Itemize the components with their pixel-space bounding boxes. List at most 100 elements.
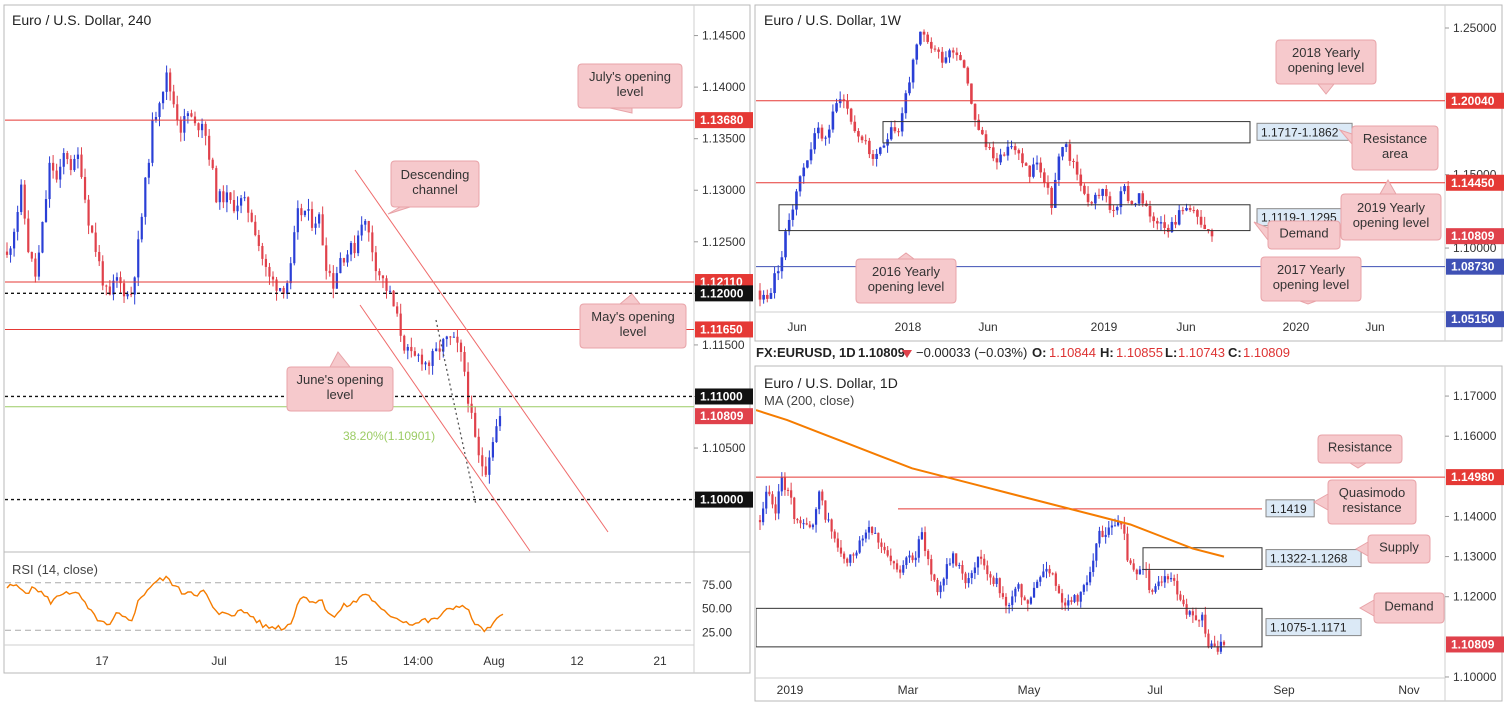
price-label-text: 1.11000 — [700, 389, 743, 403]
h4-chart: 1.14500 1.14000 1.13500 1.13000 1.12500 1.120… — [5, 29, 753, 668]
candle — [353, 242, 356, 254]
y-tick-label: 1.13500 — [702, 132, 746, 146]
candle — [762, 294, 765, 300]
svg-text:opening level: opening level — [1273, 277, 1350, 292]
svg-text:Resistance: Resistance — [1328, 440, 1392, 455]
candle — [12, 231, 16, 249]
price-label-text: 1.14980 — [1451, 470, 1495, 484]
candle — [911, 59, 915, 83]
candle — [1112, 209, 1115, 211]
x-tick-label: 2019 — [1091, 320, 1118, 334]
candle — [1017, 150, 1021, 154]
candle — [914, 557, 917, 561]
svg-text:opening level: opening level — [1288, 60, 1365, 75]
candle — [1129, 560, 1132, 564]
candle — [936, 579, 939, 593]
candle — [933, 574, 936, 580]
candle — [1115, 207, 1119, 211]
price-label-text: 1.08730 — [1451, 260, 1495, 274]
candle — [307, 209, 310, 211]
svg-text:2019 Yearly: 2019 Yearly — [1357, 200, 1425, 215]
candle — [991, 147, 995, 159]
low-value: 1.10743 — [1178, 345, 1225, 360]
svg-text:June's opening: June's opening — [296, 372, 383, 387]
candle — [962, 60, 966, 68]
candle — [758, 520, 762, 523]
candle — [849, 554, 852, 563]
price-label — [695, 388, 753, 405]
callout: Demand — [1358, 592, 1445, 624]
svg-text:level: level — [617, 84, 644, 99]
candle — [1060, 593, 1064, 603]
zone-label — [1265, 499, 1315, 518]
price-label — [695, 491, 753, 508]
candle — [1108, 196, 1112, 210]
candle — [179, 120, 182, 133]
candle — [239, 198, 243, 206]
candle — [261, 245, 264, 259]
x-tick-label: Sep — [1273, 683, 1295, 697]
candle — [806, 160, 809, 168]
candle — [1166, 576, 1170, 580]
candle — [818, 491, 821, 510]
y-tick-label: 1.10000 — [1453, 241, 1497, 255]
candle — [1026, 600, 1029, 604]
candle — [1002, 154, 1006, 156]
candle — [983, 558, 986, 566]
candle — [172, 91, 175, 105]
candle — [899, 569, 902, 573]
zone-label-text: 1.1322-1.1268 — [1270, 552, 1348, 566]
candle — [16, 212, 19, 232]
svg-text:opening level: opening level — [868, 279, 945, 294]
candle — [1023, 597, 1026, 601]
candle — [802, 167, 806, 177]
candle — [769, 293, 773, 299]
candle — [477, 436, 480, 456]
candle — [793, 497, 796, 520]
callout: Supply — [1355, 534, 1431, 564]
candle — [827, 519, 830, 521]
candle — [814, 509, 818, 525]
candle — [765, 491, 768, 509]
candle — [34, 258, 37, 277]
candle — [23, 184, 26, 219]
candle — [1020, 584, 1023, 598]
candle — [827, 129, 831, 138]
candle — [1076, 595, 1079, 602]
candle — [1123, 186, 1126, 192]
candle — [1010, 146, 1013, 148]
candle — [1182, 599, 1185, 605]
candle — [1123, 524, 1126, 534]
candle — [811, 524, 815, 528]
candle — [208, 135, 211, 160]
candle — [989, 574, 992, 578]
candle — [1094, 194, 1097, 204]
candle — [1163, 222, 1166, 228]
candle — [257, 235, 260, 246]
candle — [817, 127, 820, 134]
y-tick-label: 1.16000 — [1453, 429, 1497, 443]
price-label — [1446, 636, 1504, 653]
candle — [1207, 229, 1210, 231]
candle — [1086, 193, 1090, 203]
candle — [920, 532, 924, 540]
candle — [59, 166, 62, 180]
candle — [318, 214, 321, 224]
candle — [44, 199, 48, 222]
candle — [1192, 210, 1196, 212]
candle — [948, 50, 951, 58]
candle — [222, 191, 225, 203]
candle — [904, 93, 908, 114]
candle — [1222, 641, 1226, 645]
y-tick-label: 1.10000 — [1453, 670, 1497, 684]
candle — [900, 113, 904, 132]
candle — [1210, 230, 1214, 237]
fib-leg — [435, 319, 477, 506]
candle — [484, 466, 487, 475]
candle — [1014, 588, 1017, 597]
candle — [846, 558, 849, 563]
candle — [889, 127, 893, 140]
